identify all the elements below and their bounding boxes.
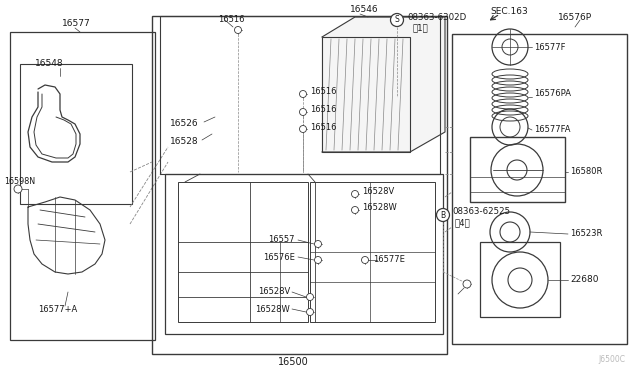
Bar: [310, 182, 435, 322]
Circle shape: [351, 190, 358, 198]
Text: 16577: 16577: [62, 19, 91, 29]
Text: 16548: 16548: [35, 60, 63, 68]
Text: 16598N: 16598N: [4, 177, 35, 186]
Text: B: B: [440, 211, 445, 219]
Text: 16523R: 16523R: [570, 230, 602, 238]
Text: 08363-6302D: 08363-6302D: [407, 13, 467, 22]
Circle shape: [351, 206, 358, 214]
Text: 16516: 16516: [310, 122, 337, 131]
Text: S: S: [395, 16, 399, 25]
Circle shape: [14, 185, 22, 193]
Text: 22680: 22680: [570, 276, 598, 285]
Text: 16528: 16528: [170, 138, 198, 147]
Circle shape: [390, 13, 403, 26]
Circle shape: [307, 294, 314, 301]
Text: 16577+A: 16577+A: [38, 305, 77, 314]
Circle shape: [234, 26, 241, 33]
Text: 16528V: 16528V: [362, 187, 394, 196]
Text: 16577F: 16577F: [534, 42, 566, 51]
Bar: [452, 34, 627, 344]
Bar: [322, 37, 410, 152]
Text: 16576PA: 16576PA: [534, 90, 571, 99]
Text: 16526: 16526: [170, 119, 198, 128]
Text: 16580R: 16580R: [570, 167, 602, 176]
Bar: [165, 174, 443, 334]
Text: 16576E: 16576E: [263, 253, 295, 262]
Text: 16528W: 16528W: [362, 203, 397, 212]
Bar: [470, 137, 565, 202]
Text: 16516: 16516: [310, 106, 337, 115]
Text: 16546: 16546: [350, 6, 379, 15]
Text: 16557: 16557: [269, 235, 295, 244]
Bar: [20, 64, 132, 204]
Circle shape: [436, 208, 449, 221]
Text: 16500: 16500: [278, 357, 308, 367]
Circle shape: [314, 257, 321, 263]
Circle shape: [300, 90, 307, 97]
Text: SEC.163: SEC.163: [490, 7, 528, 16]
Bar: [10, 32, 155, 340]
Circle shape: [314, 241, 321, 247]
Text: 08363-62525: 08363-62525: [452, 208, 510, 217]
Text: 16528V: 16528V: [258, 288, 290, 296]
Text: 16528W: 16528W: [255, 305, 290, 314]
Text: 16577FA: 16577FA: [534, 125, 570, 135]
Text: J6500C: J6500C: [598, 356, 625, 365]
Circle shape: [307, 308, 314, 315]
Text: 16576P: 16576P: [558, 13, 592, 22]
Circle shape: [362, 257, 369, 263]
Circle shape: [300, 125, 307, 132]
Circle shape: [463, 280, 471, 288]
Text: （1）: （1）: [413, 23, 429, 32]
Text: 16577E: 16577E: [373, 256, 405, 264]
Bar: [480, 242, 560, 317]
Circle shape: [300, 109, 307, 115]
Text: 16516: 16516: [218, 16, 244, 25]
Polygon shape: [322, 17, 445, 152]
Text: （4）: （4）: [455, 218, 471, 228]
Bar: [178, 182, 308, 322]
Bar: [152, 16, 447, 354]
Bar: [160, 16, 440, 174]
Text: 16516: 16516: [310, 87, 337, 96]
